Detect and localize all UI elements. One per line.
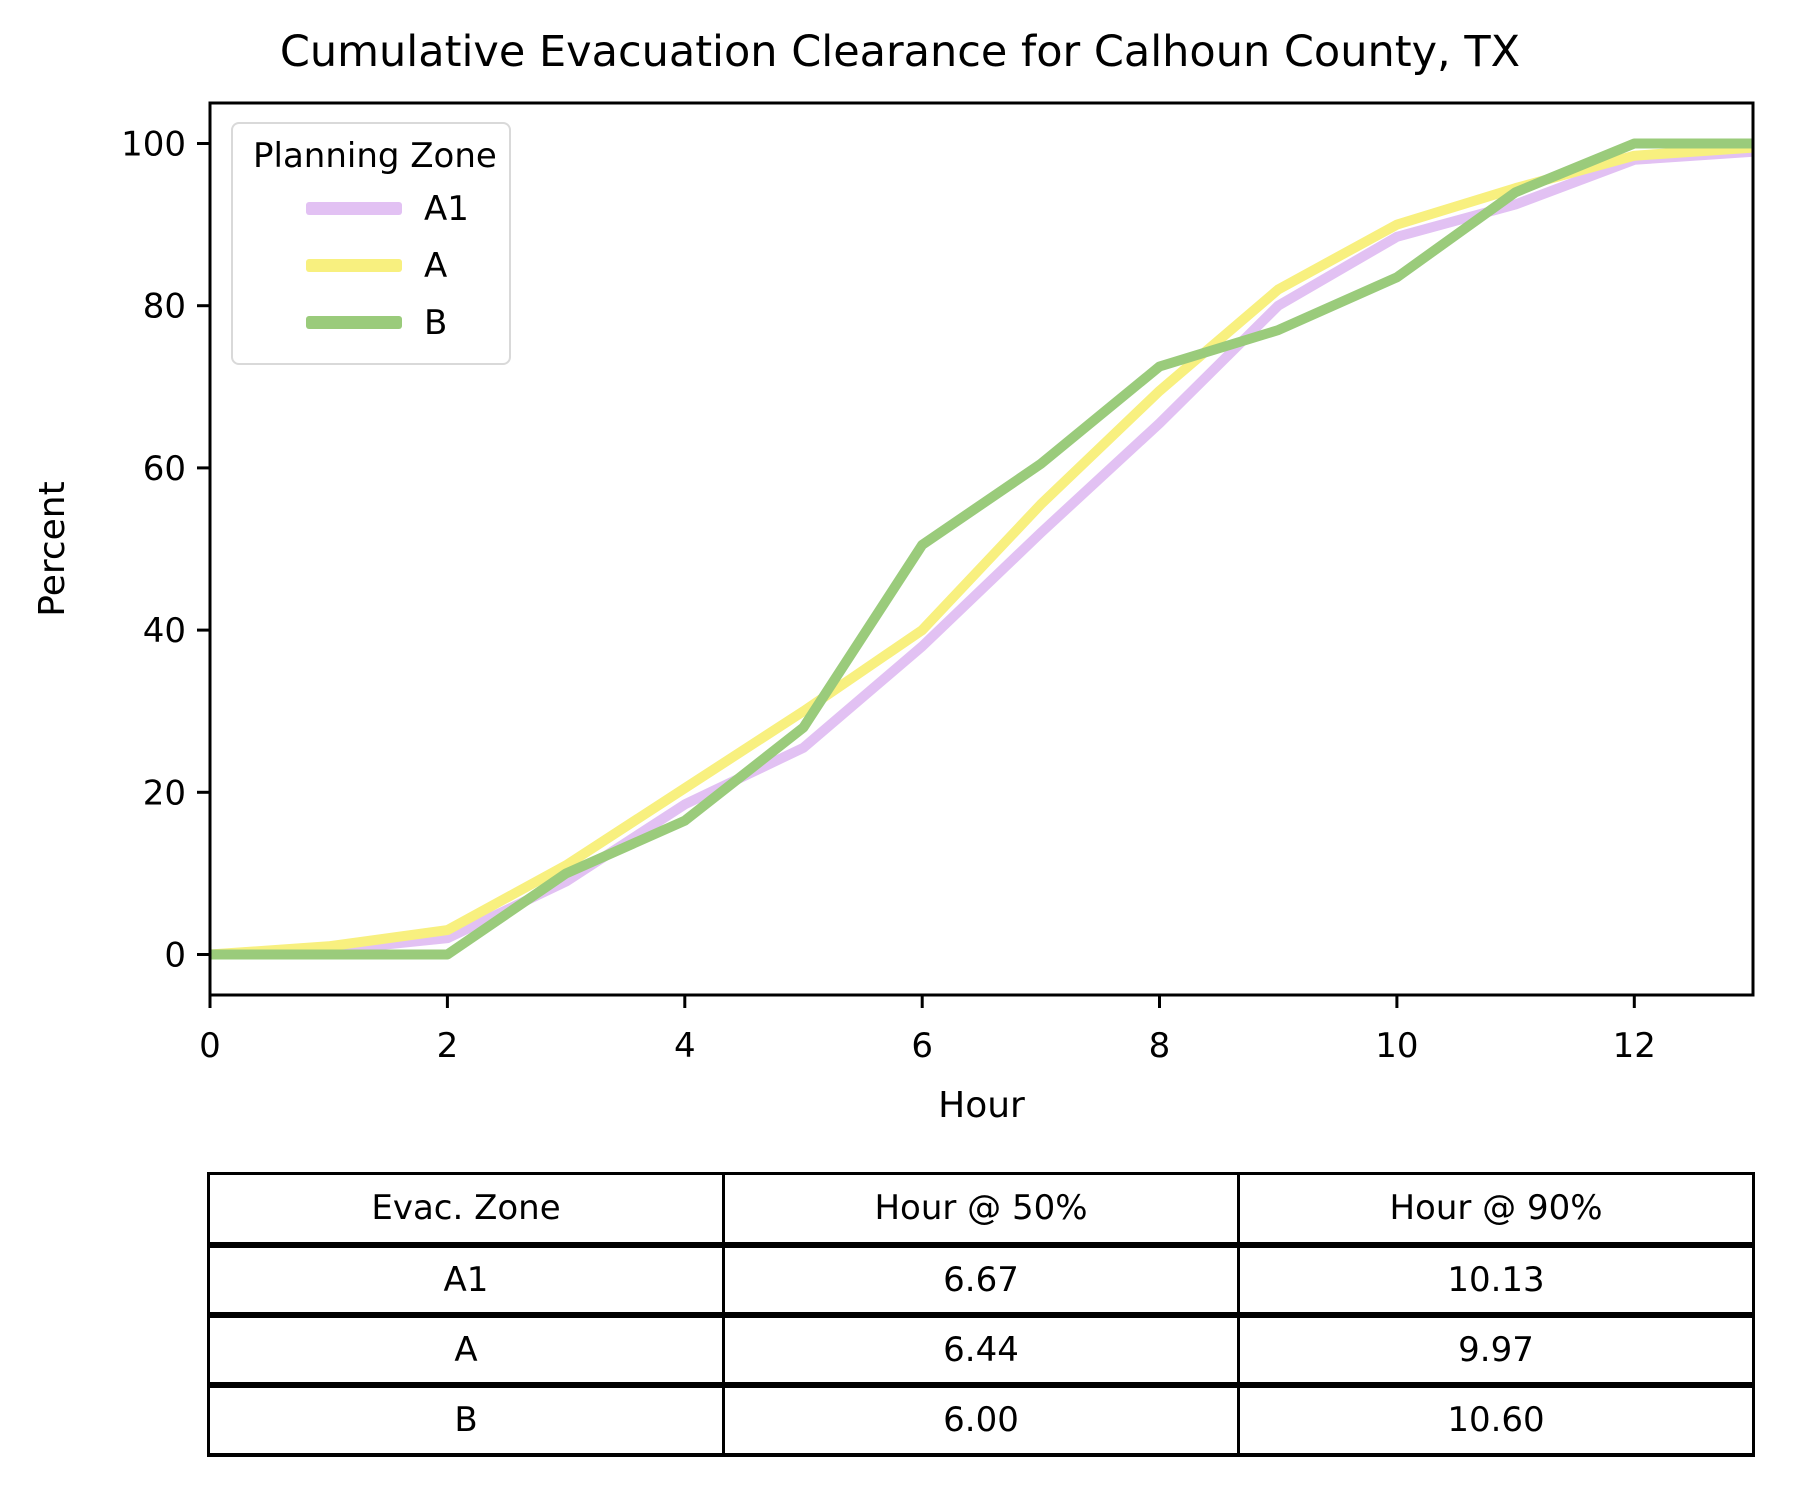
x-axis: 0 2 4 6 8 10 12 Hour [199, 995, 1656, 1126]
legend-item-label: B [424, 302, 448, 343]
x-tick-label: 6 [911, 1026, 933, 1066]
legend-swatch-A1 [306, 202, 402, 215]
table-cell: 10.60 [1237, 1384, 1755, 1455]
table-header-cell: Hour @ 50% [722, 1173, 1240, 1245]
legend-title: Planning Zone [253, 136, 497, 176]
plot-svg: 0 2 4 6 8 10 12 Hour 0 20 40 60 80 100 Percent [32, 101, 1755, 1126]
legend: Planning Zone A1 A B [231, 122, 511, 365]
x-axis-label: Hour [938, 1085, 1025, 1126]
table-cell: 10.13 [1237, 1244, 1755, 1315]
clearance-table: Evac. Zone Hour @ 50% Hour @ 90% A1 6.67 10.… [207, 1172, 1755, 1457]
clearance-table-body: A1 6.67 10.13 A 6.44 9.97 B 6.00 10.60 [207, 1244, 1755, 1455]
y-tick-label: 80 [143, 287, 186, 327]
series-lines [209, 138, 1754, 960]
table-cell: 9.97 [1237, 1314, 1755, 1385]
table-row-A: A 6.44 9.97 [207, 1314, 1755, 1385]
y-axis-label: Percent [32, 481, 73, 616]
y-tick-label: 60 [143, 449, 186, 489]
clearance-table-head: Evac. Zone Hour @ 50% Hour @ 90% [207, 1173, 1755, 1245]
table-cell: 6.44 [722, 1314, 1240, 1385]
table-cell: 6.67 [722, 1244, 1240, 1315]
legend-item-label: A [424, 245, 448, 286]
x-tick-label: 2 [437, 1026, 459, 1066]
y-tick-label: 20 [143, 773, 186, 813]
x-tick-label: 4 [674, 1026, 696, 1066]
legend-item-A: A [233, 237, 509, 294]
y-tick-label: 40 [143, 611, 186, 651]
table-header-cell: Hour @ 90% [1237, 1173, 1755, 1245]
legend-item-A1: A1 [233, 180, 509, 237]
x-tick-label: 10 [1375, 1026, 1418, 1066]
y-tick-label: 100 [121, 125, 186, 165]
table-cell: B [207, 1384, 725, 1455]
x-tick-label: 0 [199, 1026, 221, 1066]
table-cell: A1 [207, 1244, 725, 1315]
table-row-A1: A1 6.67 10.13 [207, 1244, 1755, 1315]
table-header-row: Evac. Zone Hour @ 50% Hour @ 90% [207, 1173, 1755, 1245]
x-tick-label: 8 [1149, 1026, 1171, 1066]
legend-item-B: B [233, 294, 509, 351]
table-cell: 6.00 [722, 1384, 1240, 1455]
legend-swatch-A [306, 259, 402, 272]
legend-items: A1 A B [233, 180, 509, 351]
table-header-cell: Evac. Zone [207, 1173, 725, 1245]
series-line-A [209, 142, 1754, 960]
series-line-B [210, 138, 1753, 960]
axes-frame [208, 101, 1755, 997]
table-cell: A [207, 1314, 725, 1385]
y-axis: 0 20 40 60 80 100 Percent [32, 125, 210, 976]
table-row-B: B 6.00 10.60 [207, 1384, 1755, 1455]
chart-title: Cumulative Evacuation Clearance for Calh… [279, 27, 1521, 77]
legend-swatch-B [306, 316, 402, 329]
x-tick-label: 12 [1613, 1026, 1656, 1066]
y-tick-label: 0 [164, 936, 186, 976]
legend-item-label: A1 [424, 188, 469, 229]
